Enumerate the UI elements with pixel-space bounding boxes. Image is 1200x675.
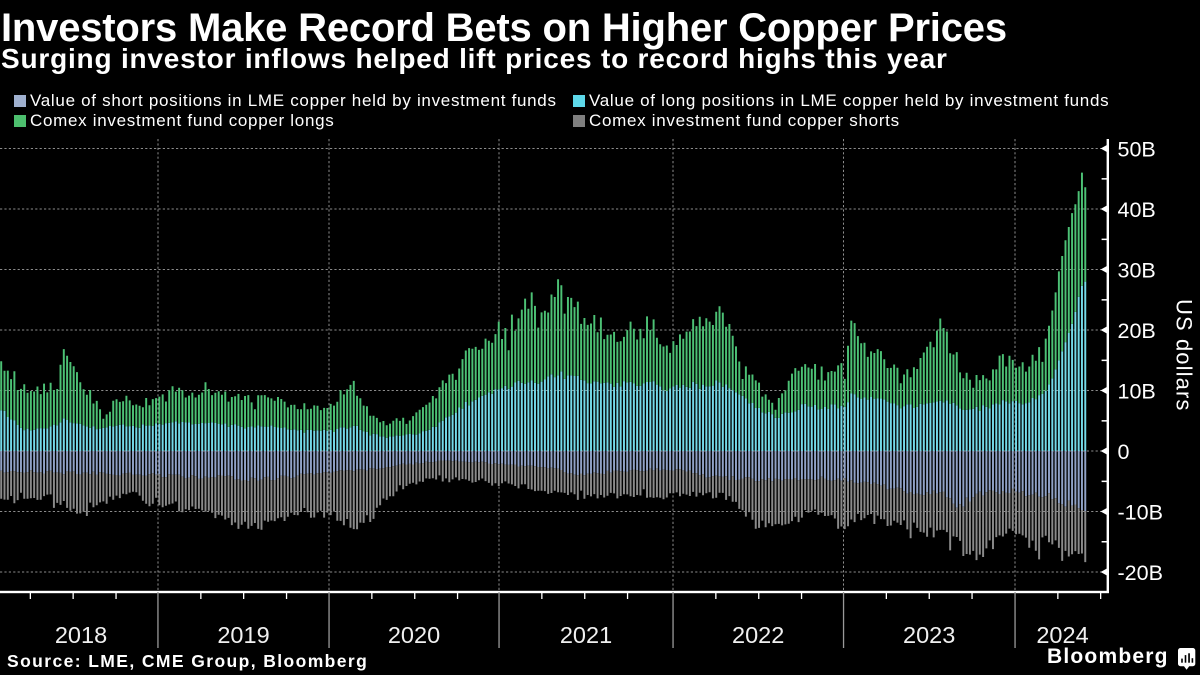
svg-text:-10B: -10B	[1118, 501, 1163, 525]
svg-text:2021: 2021	[560, 622, 612, 648]
svg-text:2018: 2018	[55, 622, 107, 648]
svg-text:US dollars: US dollars	[1172, 299, 1197, 411]
svg-text:50B: 50B	[1118, 138, 1156, 162]
svg-text:10B: 10B	[1118, 380, 1156, 404]
svg-text:0: 0	[1118, 440, 1130, 464]
svg-text:2020: 2020	[388, 622, 440, 648]
svg-text:-20B: -20B	[1118, 561, 1163, 585]
svg-text:2023: 2023	[903, 622, 955, 648]
svg-text:2024: 2024	[1036, 622, 1088, 648]
svg-text:2022: 2022	[732, 622, 784, 648]
svg-text:30B: 30B	[1118, 259, 1156, 283]
svg-text:40B: 40B	[1118, 198, 1156, 222]
svg-text:20B: 20B	[1118, 319, 1156, 343]
svg-text:2019: 2019	[217, 622, 269, 648]
